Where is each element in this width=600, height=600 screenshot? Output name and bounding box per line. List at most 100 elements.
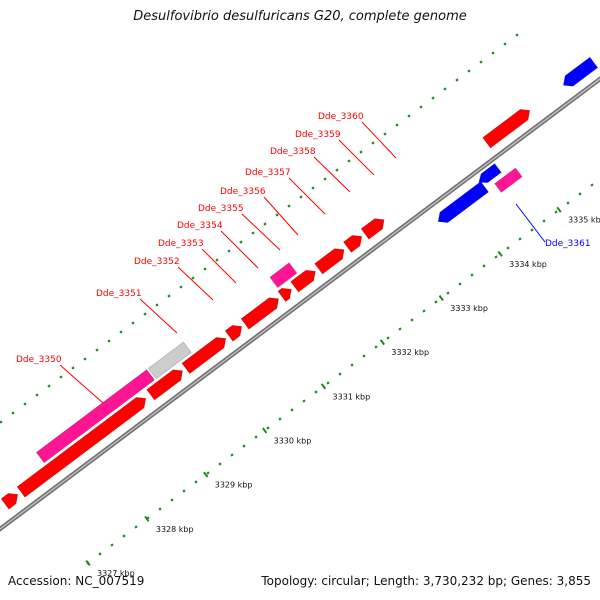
- tick-dot-inner: [386, 336, 390, 340]
- tick-dot-outer: [71, 366, 75, 370]
- gene-arrow-forward: [181, 337, 227, 375]
- major-tick-mark: [556, 206, 562, 213]
- gene-arrow-forward: [290, 269, 316, 293]
- tick-dot-outer: [11, 411, 15, 415]
- gene-arrow-reverse: [478, 163, 502, 183]
- tick-dot-inner: [470, 273, 474, 277]
- label-leader-line: [288, 177, 326, 215]
- tick-dot-inner: [350, 363, 354, 367]
- tick-dot-inner: [554, 210, 558, 214]
- tick-dot-inner: [590, 183, 594, 187]
- tick-dot-outer: [251, 231, 255, 235]
- tick-dot-outer: [239, 240, 243, 244]
- label-leader-line: [201, 248, 237, 284]
- tick-dot-outer: [431, 96, 435, 100]
- tick-dot-outer: [299, 195, 303, 199]
- tick-dot-outer: [83, 357, 87, 361]
- label-leader-line: [515, 203, 546, 243]
- tick-dot-outer: [275, 213, 279, 217]
- tick-label: 3329 kbp: [215, 481, 253, 490]
- tick-dot-outer: [0, 420, 3, 424]
- tick-dot-inner: [482, 264, 486, 268]
- gene-label: Dde_3352: [134, 257, 180, 267]
- tick-dot-outer: [491, 51, 495, 55]
- gene-block-pink: [494, 167, 523, 193]
- tick-dot-outer: [359, 150, 363, 154]
- backbone-highlight: [0, 78, 600, 530]
- tick-dot-outer: [143, 312, 147, 316]
- tick-dot-inner: [542, 219, 546, 223]
- gene-arrow-reverse: [437, 181, 489, 223]
- gene-block-pink: [269, 262, 298, 289]
- tick-label: 3330 kbp: [274, 437, 312, 446]
- tick-dot-inner: [230, 453, 234, 457]
- gene-label: Dde_3361: [545, 239, 591, 249]
- tick-dot-rows: [0, 33, 594, 567]
- gene-arrow-forward: [314, 248, 345, 275]
- gene-label: Dde_3356: [220, 187, 266, 197]
- tick-dot-outer: [311, 186, 315, 190]
- tick-dot-outer: [119, 330, 123, 334]
- gene-arrow-forward: [224, 325, 243, 342]
- tick-dot-outer: [419, 105, 423, 109]
- label-leader-line: [177, 266, 214, 301]
- tick-dot-outer: [335, 168, 339, 172]
- tick-dot-inner: [506, 246, 510, 250]
- gene-arrow-forward: [360, 218, 385, 240]
- tick-dot-inner: [458, 282, 462, 286]
- tick-dot-inner: [530, 228, 534, 232]
- tick-label: 3328 kbp: [156, 525, 194, 534]
- tick-dot-inner: [158, 507, 162, 511]
- gene-label: Dde_3354: [177, 221, 223, 231]
- label-leader-line: [241, 213, 281, 251]
- label-leader-line: [59, 364, 104, 404]
- accession-text: Accession: NC_007519: [8, 574, 145, 588]
- tick-dot-inner: [134, 525, 138, 529]
- tick-dot-inner: [398, 327, 402, 331]
- tick-dot-outer: [23, 402, 27, 406]
- gene-label: Dde_3358: [270, 147, 316, 157]
- gene-label: Dde_3355: [198, 204, 244, 214]
- tick-dot-outer: [215, 258, 219, 262]
- tick-dot-outer: [167, 294, 171, 298]
- tick-dot-outer: [35, 393, 39, 397]
- tick-dot-inner: [410, 318, 414, 322]
- tick-dot-outer: [467, 69, 471, 73]
- major-tick-mark: [320, 383, 327, 390]
- tick-label: 3334 kbp: [509, 260, 547, 269]
- tick-dot-inner: [578, 192, 582, 196]
- tick-dot-inner: [194, 480, 198, 484]
- tick-dot-inner: [362, 354, 366, 358]
- tick-labels: 3327 kbp 3328 kbp 3329 kbp 3330 kbp 3331 kbp…: [97, 216, 600, 578]
- tick-dot-inner: [278, 417, 282, 421]
- tick-dot-inner: [182, 489, 186, 493]
- tick-dot-inner: [254, 435, 258, 439]
- tick-dot-inner: [434, 300, 438, 304]
- gene-arrow-reverse: [563, 56, 599, 87]
- label-leader-line: [139, 298, 178, 334]
- major-tick-mark: [379, 339, 386, 346]
- label-leader-line: [361, 121, 397, 159]
- tick-dot-outer: [503, 42, 507, 46]
- tick-dot-inner: [98, 552, 102, 556]
- major-tick-mark: [497, 250, 503, 257]
- label-leader-line: [263, 196, 299, 236]
- tick-dot-inner: [266, 426, 270, 430]
- gene-label: Dde_3357: [245, 168, 291, 178]
- gene-label: Dde_3350: [16, 355, 62, 365]
- tick-dot-outer: [455, 78, 459, 82]
- tick-dot-inner: [302, 399, 306, 403]
- gene-arrow-forward: [0, 493, 19, 510]
- tick-dot-inner: [314, 390, 318, 394]
- tick-dot-inner: [242, 444, 246, 448]
- label-leader-line: [313, 156, 351, 193]
- gene-arrow-forward: [16, 397, 147, 498]
- tick-dot-inner: [170, 498, 174, 502]
- gene-arrow-forward: [146, 369, 183, 401]
- tick-dot-outer: [479, 60, 483, 64]
- major-tick-mark: [85, 559, 91, 567]
- gene-arrow-forward: [277, 287, 292, 303]
- gene-arrow-forward: [482, 109, 531, 149]
- tick-dot-outer: [407, 114, 411, 118]
- tick-dot-outer: [263, 222, 267, 226]
